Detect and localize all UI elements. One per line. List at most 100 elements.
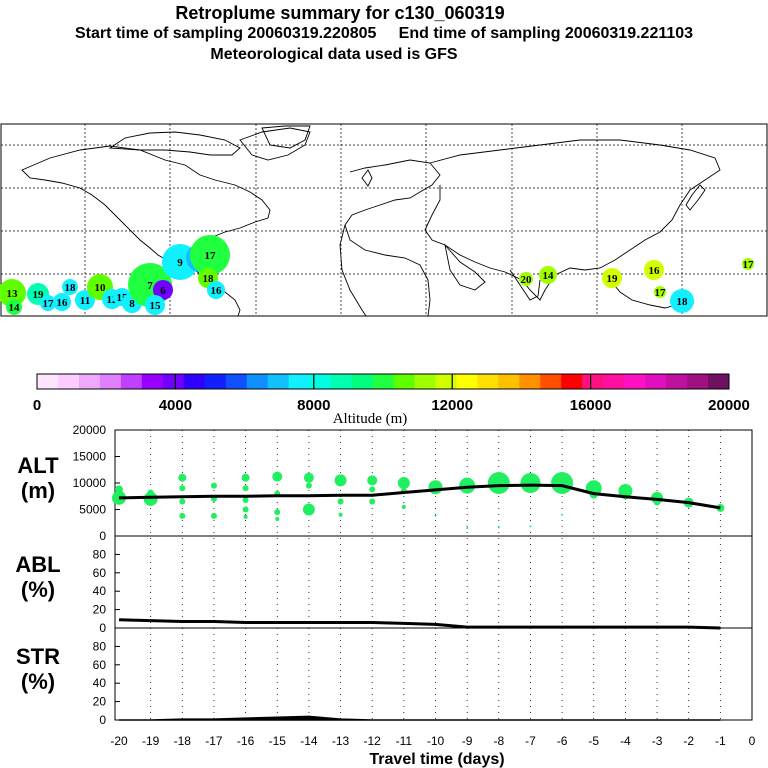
alt-cluster-point — [242, 485, 249, 492]
str-y-tick-label: 0 — [99, 713, 106, 727]
sampling-time-subtitle: Start time of sampling 20060319.220805 E… — [74, 25, 694, 42]
colorbar-swatch — [246, 374, 269, 389]
x-tick-label: -4 — [620, 734, 631, 748]
alt-cluster-point — [529, 525, 532, 528]
map-day-label: 6 — [160, 285, 166, 297]
alt-y-tick-label: 10000 — [73, 476, 107, 490]
x-tick-label: -10 — [427, 734, 445, 748]
colorbar-tick-label: 12000 — [431, 397, 473, 414]
map-day-label: 17 — [655, 287, 667, 299]
alt-cluster-point — [338, 512, 343, 517]
map-plume-dot — [62, 279, 78, 295]
map-plume-dot — [519, 272, 533, 286]
alt-cluster-point — [369, 498, 376, 505]
colorbar-tick-label: 16000 — [570, 397, 612, 414]
colorbar-tick-label: 4000 — [159, 397, 192, 414]
alt-cluster-point — [466, 527, 469, 530]
alt-cluster-point — [302, 503, 315, 516]
colorbar-swatch — [498, 374, 520, 389]
map-plume-dot — [153, 280, 173, 300]
alt-y-tick-label: 15000 — [73, 450, 107, 464]
map-plume-dot — [644, 260, 664, 280]
alt-cluster-point — [428, 480, 443, 495]
map-day-label: 16 — [649, 265, 661, 277]
str-y-tick-label: 60 — [93, 658, 107, 672]
alt-y-tick-label: 20000 — [73, 423, 107, 437]
world-map: 1314191716181110121587692017181615142019… — [0, 123, 768, 317]
colorbar-swatch — [582, 374, 604, 389]
alt-mean-line — [118, 483, 721, 510]
colorbar-swatch — [288, 374, 311, 389]
map-day-label: 19 — [607, 273, 619, 285]
alt-cluster-point — [179, 512, 186, 519]
colorbar-frame — [36, 373, 730, 390]
colorbar-swatch — [687, 374, 709, 389]
x-tick-label: 0 — [749, 734, 756, 748]
colorbar-swatch — [351, 374, 374, 389]
x-tick-label: -15 — [269, 734, 287, 748]
map-plume-dot — [40, 295, 56, 311]
colorbar-swatch — [645, 374, 667, 389]
x-tick-label: -18 — [174, 734, 192, 748]
alt-cluster-point — [459, 477, 476, 494]
map-day-label: 18 — [65, 282, 77, 294]
str-panel-frame — [114, 627, 753, 721]
map-day-label: 20 — [521, 274, 533, 286]
x-tick-label: -9 — [462, 734, 473, 748]
alt-cluster-point — [337, 498, 344, 505]
met-data-subtitle: Meteorological data used is GFS — [210, 46, 458, 63]
x-tick-label: -19 — [142, 734, 160, 748]
str-panel-title: STR — [16, 644, 60, 669]
x-tick-label: -2 — [683, 734, 694, 748]
abl-y-tick-label: 20 — [93, 603, 107, 617]
map-day-label: 17 — [43, 298, 55, 310]
alt-cluster-point — [520, 473, 541, 493]
alt-cluster-point — [561, 513, 564, 516]
alt-cluster-point — [401, 504, 406, 509]
colorbar-swatch — [57, 374, 80, 389]
alt-cluster-point — [274, 509, 281, 516]
x-tick-label: -13 — [332, 734, 350, 748]
map-day-label: 17 — [743, 259, 755, 271]
alt-panel-unit: (m) — [21, 478, 55, 503]
abl-line — [118, 618, 721, 630]
colorbar-swatch — [624, 374, 646, 389]
colorbar-swatch — [225, 374, 248, 389]
alt-cluster-point — [303, 472, 314, 483]
coastlines — [21, 125, 721, 317]
map-day-label: 7 — [147, 280, 153, 292]
colorbar-swatch — [393, 374, 415, 389]
alt-cluster-point — [367, 475, 378, 486]
x-tick-label: -6 — [557, 734, 568, 748]
x-tick-label: -5 — [588, 734, 599, 748]
map-day-label: 10 — [95, 282, 107, 294]
abl-y-tick-label: 0 — [99, 621, 106, 635]
str-y-tick-label: 20 — [93, 695, 107, 709]
colorbar-swatch — [183, 374, 206, 389]
colorbar-swatch — [561, 374, 583, 389]
chart-title: Retroplume summary for c130_060319 — [175, 3, 505, 23]
map-plume-markers: 1314191716181110121587692017181615142019… — [0, 235, 754, 315]
abl-y-tick-label: 60 — [93, 566, 107, 580]
map-plume-dot — [670, 289, 694, 313]
map-day-label: 14 — [543, 270, 555, 282]
abl-panel-title: ABL — [15, 552, 60, 577]
alt-cluster-point — [275, 517, 280, 522]
map-day-label: 16 — [57, 297, 69, 309]
x-tick-label: -3 — [652, 734, 663, 748]
map-day-label: 13 — [7, 288, 19, 300]
colorbar-swatch — [414, 374, 436, 389]
alt-cluster-point — [654, 499, 661, 506]
alt-cluster-point — [497, 526, 500, 529]
x-tick-label: -12 — [364, 734, 382, 748]
x-tick-label: -14 — [300, 734, 318, 748]
map-day-label: 15 — [150, 300, 162, 312]
map-plume-dot — [53, 293, 71, 311]
alt-cluster-point — [618, 483, 633, 498]
colorbar-swatch — [435, 374, 457, 389]
colorbar-swatch — [204, 374, 227, 389]
colorbar-tick-label: 20000 — [708, 397, 750, 414]
colorbar-swatch — [603, 374, 625, 389]
map-day-label: 19 — [33, 289, 45, 301]
x-tick-label: -7 — [525, 734, 536, 748]
